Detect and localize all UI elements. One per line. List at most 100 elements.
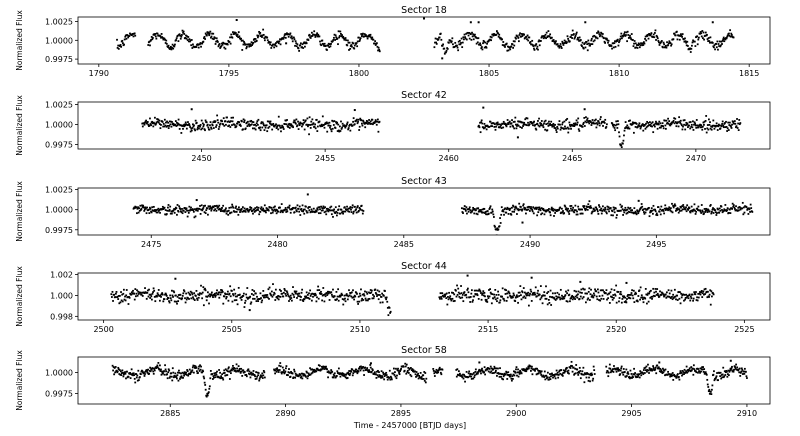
flux-point (308, 116, 311, 119)
flux-point (192, 125, 195, 128)
flux-point (181, 294, 184, 297)
flux-point (254, 375, 256, 378)
y-tick-label: 0.9975 (45, 226, 73, 235)
flux-point (181, 29, 184, 32)
flux-point (212, 32, 215, 35)
flux-point (536, 372, 539, 375)
flux-point (646, 369, 649, 371)
flux-point (650, 32, 653, 34)
flux-point (137, 211, 140, 214)
flux-point (607, 41, 609, 44)
flux-point (704, 287, 707, 290)
flux-point (123, 38, 126, 41)
flux-point (636, 47, 639, 49)
flux-point (670, 44, 672, 47)
flux-point (679, 122, 682, 124)
flux-point (726, 130, 729, 132)
flux-point (611, 122, 614, 125)
flux-point (537, 369, 539, 372)
flux-point (718, 40, 721, 43)
flux-point (494, 371, 497, 374)
flux-point (280, 209, 283, 212)
flux-point (719, 45, 722, 48)
flux-point (143, 292, 146, 295)
flux-point (505, 208, 508, 211)
flux-point (522, 203, 525, 206)
flux-point (202, 206, 205, 209)
flux-point (644, 207, 646, 210)
flux-point (199, 42, 202, 44)
flux-point (320, 293, 323, 295)
flux-point (593, 373, 596, 375)
y-tick-label: 0.998 (50, 312, 73, 321)
flux-point (689, 295, 692, 298)
flux-point (324, 293, 326, 296)
flux-point (709, 121, 711, 124)
flux-point (664, 127, 667, 130)
flux-point (280, 130, 282, 133)
flux-point (278, 295, 281, 298)
flux-point (441, 368, 444, 371)
flux-point (576, 121, 579, 124)
flux-point (172, 296, 174, 298)
flux-point (617, 120, 619, 122)
flux-point (199, 124, 202, 126)
flux-point (623, 33, 626, 35)
flux-point (381, 292, 384, 295)
flux-point (486, 301, 489, 303)
flux-point (653, 125, 656, 128)
flux-point (294, 122, 297, 125)
flux-point (189, 373, 192, 375)
flux-point (634, 42, 637, 45)
flux-point (258, 377, 261, 380)
flux-point (183, 123, 186, 126)
flux-segment (147, 28, 381, 53)
flux-point (175, 300, 178, 303)
flux-point (371, 368, 374, 371)
flux-point (531, 373, 534, 376)
flux-point (273, 291, 276, 294)
flux-point (134, 288, 137, 290)
flux-point (166, 120, 168, 123)
flux-point (314, 210, 317, 213)
flux-point (637, 44, 639, 47)
flux-point (200, 284, 202, 287)
flux-point (599, 35, 601, 38)
flux-point (319, 43, 322, 46)
flux-point (390, 378, 393, 381)
flux-point (650, 289, 652, 292)
flux-point (241, 296, 244, 298)
flux-point (325, 292, 328, 294)
flux-point (247, 209, 249, 212)
flux-point (505, 211, 508, 214)
flux-point (173, 45, 176, 48)
flux-point (494, 225, 496, 228)
flux-point (322, 294, 325, 296)
flux-point (184, 297, 186, 300)
flux-point (211, 37, 214, 40)
flux-point (638, 46, 641, 49)
flux-point (590, 374, 592, 377)
flux-point (630, 376, 632, 379)
flux-point (214, 37, 216, 39)
flux-point (608, 367, 611, 370)
flux-point (700, 290, 703, 292)
flux-point (473, 295, 476, 298)
flux-point (450, 299, 453, 302)
flux-point (510, 122, 513, 125)
flux-point (350, 370, 353, 373)
flux-point (465, 296, 468, 299)
flux-point (630, 33, 633, 35)
flux-point (192, 371, 195, 374)
flux-point (561, 121, 564, 124)
flux-point (267, 209, 270, 212)
flux-point (465, 206, 468, 209)
flux-point (479, 44, 482, 47)
flux-point (313, 294, 316, 297)
flux-point (285, 365, 288, 368)
flux-point (274, 205, 276, 208)
flux-point (483, 371, 485, 374)
flux-point (177, 300, 180, 303)
flux-point (192, 123, 194, 126)
